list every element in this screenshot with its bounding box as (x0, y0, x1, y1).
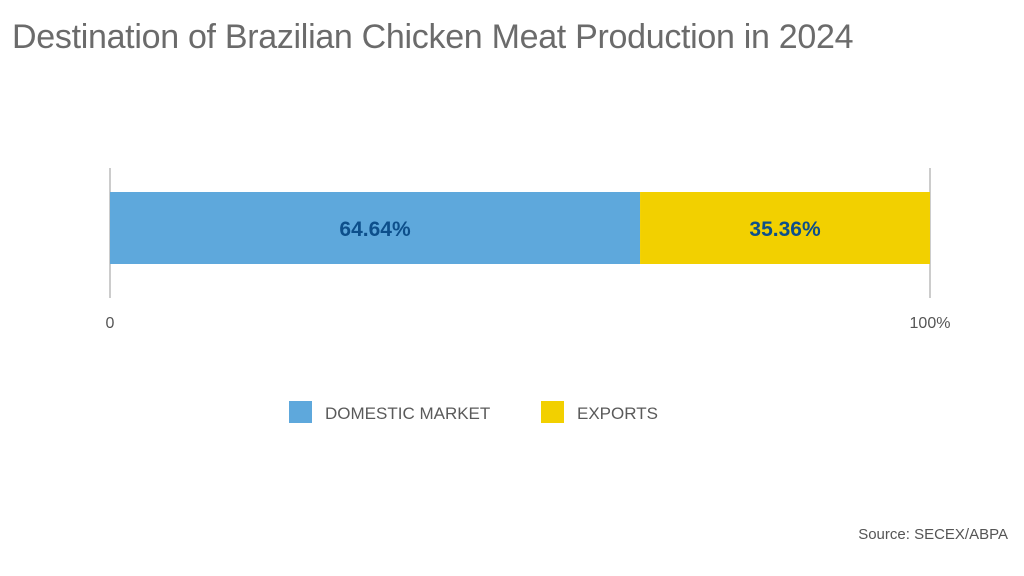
legend: DOMESTIC MARKET EXPORTS (289, 401, 658, 423)
data-labels: 64.64% 35.36% (339, 218, 821, 241)
legend-label-2: EXPORTS (577, 404, 658, 423)
bar-segment-1 (110, 192, 641, 264)
tick-label-100: 100% (910, 315, 951, 332)
data-label-2: 35.36% (749, 218, 821, 241)
chart-title: Destination of Brazilian Chicken Meat Pr… (12, 18, 854, 56)
source-note: Source: SECEX/ABPA (858, 526, 1008, 543)
bar-segment-2 (640, 192, 930, 264)
data-label-1: 64.64% (339, 218, 411, 241)
bar-segments (110, 192, 930, 264)
legend-label-1: DOMESTIC MARKET (325, 404, 490, 423)
tick-label-0: 0 (106, 315, 115, 332)
tick-labels: 0 100% (106, 315, 951, 332)
legend-swatch-2 (541, 401, 564, 423)
legend-swatch-1 (289, 401, 312, 423)
